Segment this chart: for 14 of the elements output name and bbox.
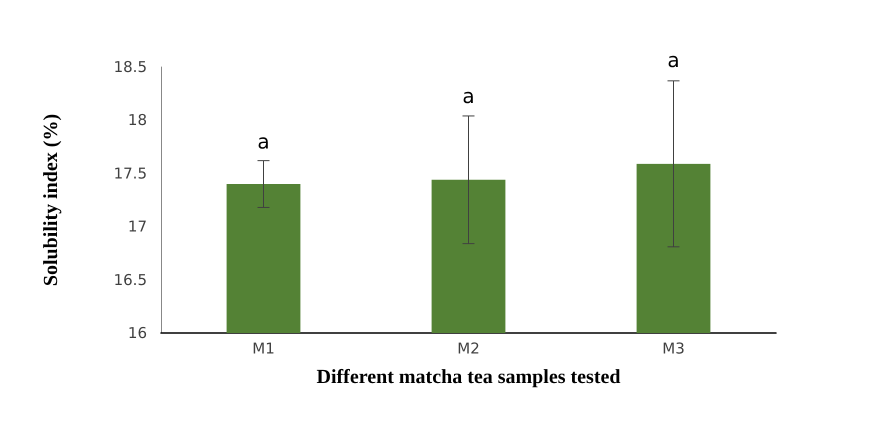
annotation: a xyxy=(667,48,680,72)
x-tick-label: M2 xyxy=(457,340,480,358)
y-tick-label: 17 xyxy=(128,218,147,236)
annotation: a xyxy=(257,130,270,154)
x-tick-label: M3 xyxy=(662,340,685,358)
y-tick-label: 16.5 xyxy=(114,270,147,289)
x-tick-label: M1 xyxy=(252,340,275,358)
x-axis-title: Different matcha tea samples tested xyxy=(316,366,620,388)
y-axis-title: Solubility index (%) xyxy=(40,114,62,286)
y-tick-label: 18 xyxy=(128,111,147,130)
y-tick-label: 16 xyxy=(128,324,147,342)
y-tick-label: 17.5 xyxy=(114,164,147,182)
y-tick-label: 18.5 xyxy=(114,58,147,76)
annotation: a xyxy=(462,84,475,108)
